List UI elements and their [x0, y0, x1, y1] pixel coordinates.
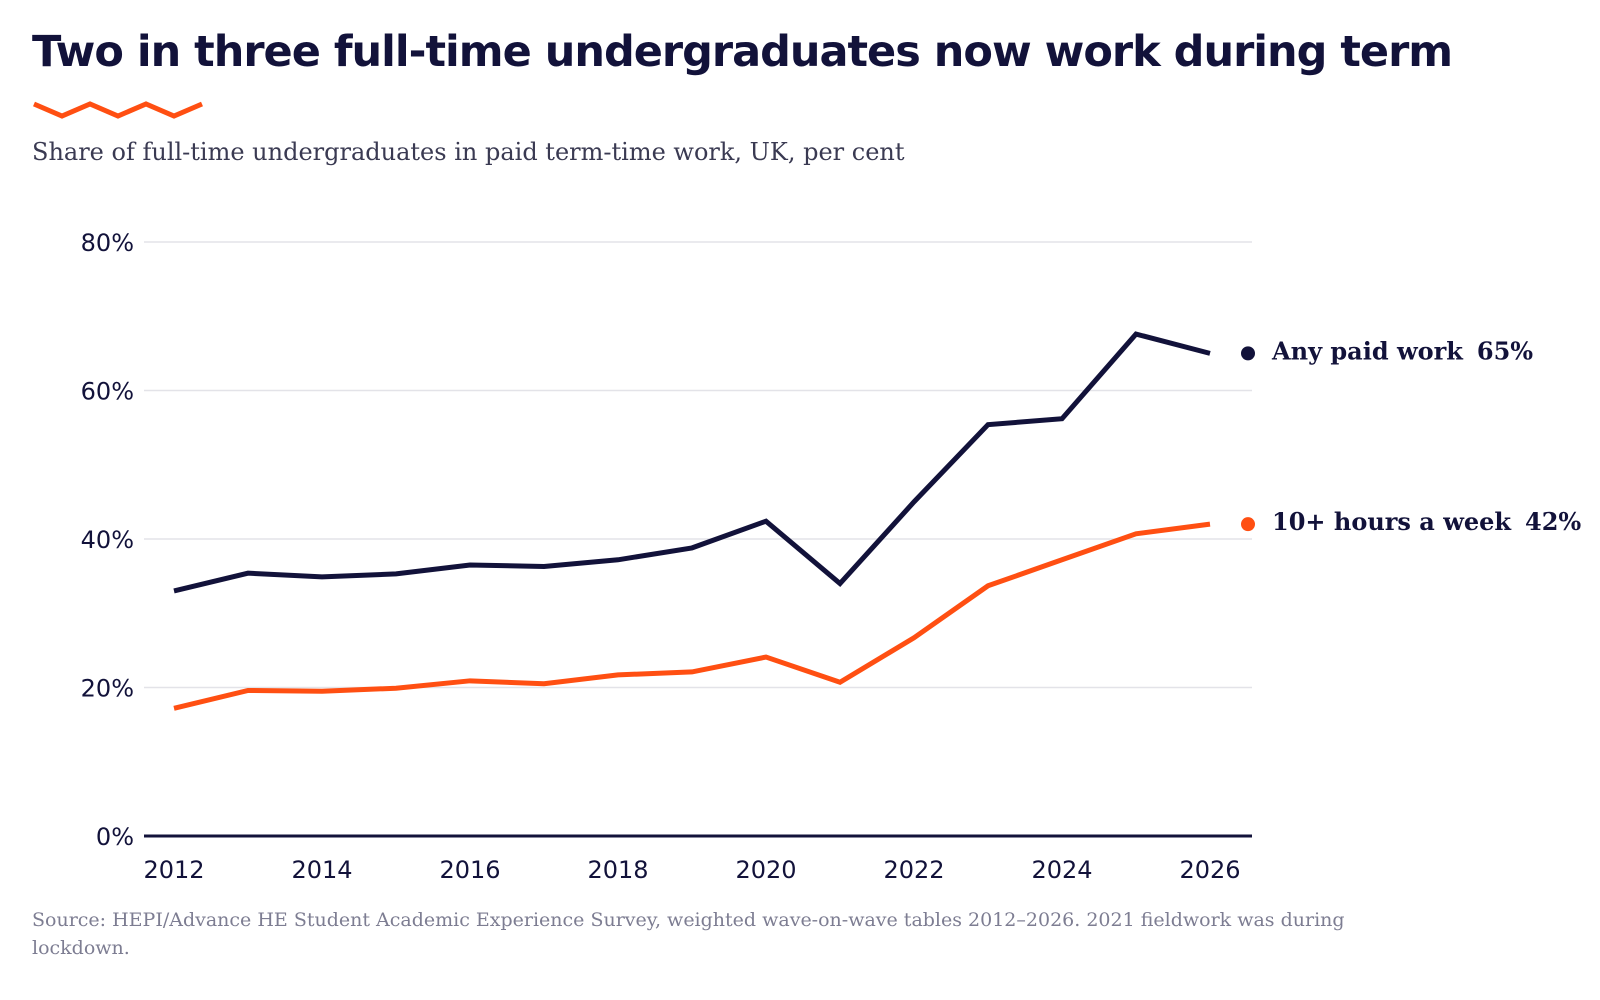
series-value-label: 65%: [1477, 336, 1533, 365]
y-tick-label: 0%: [96, 823, 134, 851]
source-note: Source: HEPI/Advance HE Student Academic…: [32, 909, 1345, 959]
end-labels: Any paid work 65% 10+ hours a week 42%: [1271, 336, 1581, 536]
series-line: [173, 331, 1211, 594]
x-tick-label: 2016: [439, 856, 500, 884]
series-end-label: 10+ hours a week 42%: [1272, 507, 1581, 536]
y-tick-label: 40%: [81, 526, 134, 554]
page-title: Two in three full-time undergraduates no…: [32, 27, 1453, 77]
accent-zigzag-icon: [33, 101, 203, 119]
y-tick-label: 20%: [81, 675, 134, 703]
line-chart: 0%20%40%60%80% 2012 2014 2016 2018 2020 2022 2…: [81, 229, 1582, 884]
series-name-label: Any paid work: [1271, 336, 1464, 365]
y-axis-ticks: 0% 20% 40% 60% 80%: [81, 229, 134, 851]
x-tick-label: 2020: [735, 856, 796, 884]
series-line: [173, 521, 1211, 711]
series-lines: [173, 331, 1255, 711]
series-end-marker: [1241, 346, 1255, 361]
x-tick-label: 2014: [291, 856, 352, 884]
x-tick-label: 2018: [587, 856, 648, 884]
y-tick-label: 80%: [81, 229, 134, 257]
series-end-marker: [1241, 517, 1255, 532]
series-value-label: 42%: [1525, 507, 1581, 536]
series-name-label: 10+ hours a week: [1272, 507, 1512, 536]
x-axis-ticks: 2012 2014 2016 2018 2020 2022 2024 2026: [143, 856, 1240, 884]
x-tick-label: 2022: [883, 856, 944, 884]
series-end-label: Any paid work 65%: [1271, 336, 1533, 365]
x-tick-label: 2026: [1179, 856, 1240, 884]
grid-lines: [144, 241, 1252, 689]
x-tick-label: 2024: [1031, 856, 1092, 884]
x-tick-label: 2012: [143, 856, 204, 884]
chart-subtitle: Share of full-time undergraduates in pai…: [32, 138, 905, 166]
y-tick-label: 60%: [81, 378, 134, 406]
